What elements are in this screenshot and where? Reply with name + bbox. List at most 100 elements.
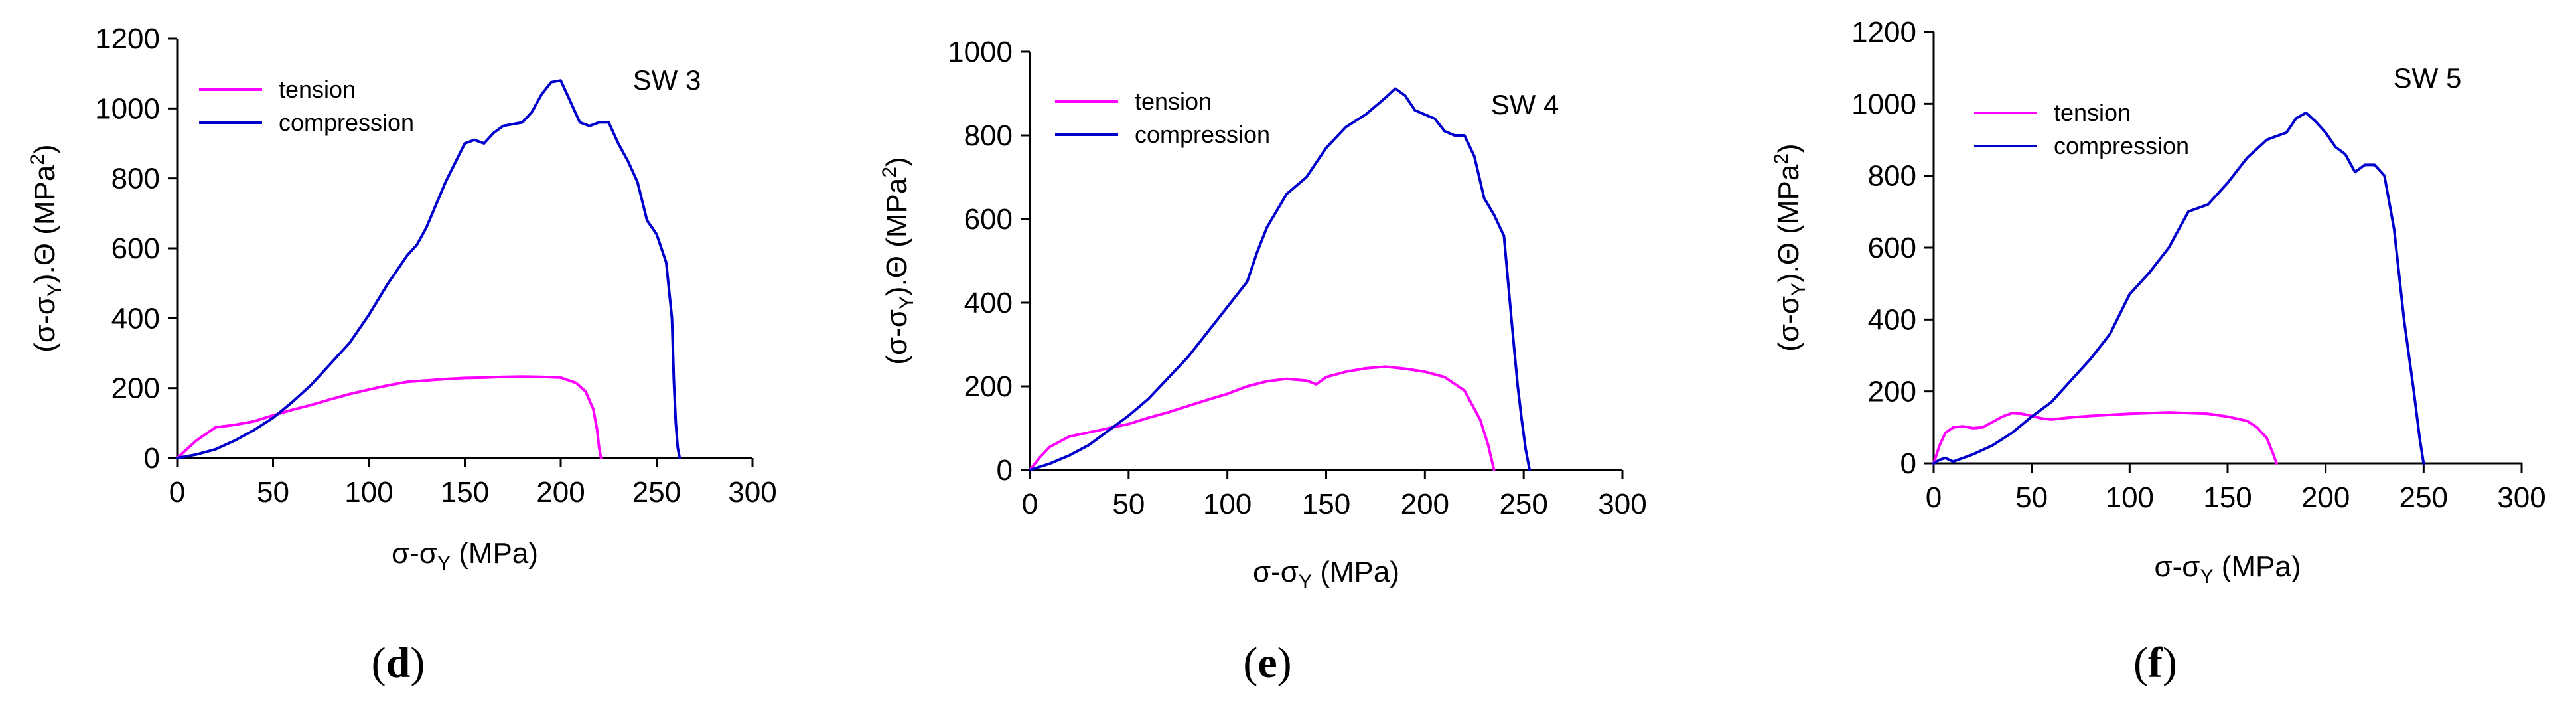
- panel-letter-label: (d): [372, 639, 425, 687]
- y-tick-label: 0: [997, 454, 1013, 487]
- x-tick-label: 0: [1022, 488, 1038, 520]
- y-tick-label: 1000: [948, 36, 1013, 68]
- legend-label-tension: tension: [1135, 88, 1212, 115]
- panel-letter-open: (: [372, 639, 386, 687]
- y-tick-label: 0: [144, 442, 160, 475]
- panel-letter-label: (f): [2133, 639, 2177, 687]
- y-axis-label-mid: ).Θ (MPa: [881, 177, 913, 296]
- chart-panel-e: 0 50 100 150 200 250 300 0 200 400 600 800 1000 tensi…: [879, 36, 1647, 687]
- panel-letter-close: ): [410, 639, 425, 687]
- x-tick-label: 200: [2301, 481, 2350, 514]
- y-tick-label: 400: [1868, 303, 1916, 336]
- y-tick-label: 1200: [95, 23, 160, 55]
- panel-letter-open: (: [1243, 639, 1257, 687]
- y-axis-label-pre: (σ-σ: [29, 297, 61, 353]
- y-tick-label: 600: [964, 203, 1013, 236]
- y-axis-label-sup: 2: [1770, 153, 1792, 165]
- y-tick-label: 600: [111, 232, 160, 265]
- x-axis-label-sub: Y: [1299, 571, 1312, 593]
- series-line-compression: [176, 79, 681, 459]
- x-tick-label: 250: [2399, 481, 2448, 514]
- y-axis-label-pre: (σ-σ: [881, 309, 913, 365]
- y-tick-label: 400: [111, 302, 160, 335]
- x-axis-label: σ-σY (MPa): [2155, 550, 2301, 588]
- series-line-tension: [1029, 365, 1496, 471]
- x-tick-label: 0: [169, 476, 185, 509]
- y-tick-label: 0: [1900, 447, 1916, 480]
- y-axis-label-mid: ).Θ (MPa: [29, 165, 61, 283]
- y-tick-label: 600: [1868, 232, 1916, 264]
- y-axis-label-post: ): [881, 157, 913, 167]
- y-tick-label: 400: [964, 287, 1013, 319]
- x-axis-label: σ-σY (MPa): [392, 537, 538, 574]
- x-axis-label-main: σ-σ: [2155, 550, 2200, 583]
- x-tick-label: 300: [2497, 481, 2545, 514]
- x-axis-label-main: σ-σ: [1253, 556, 1299, 588]
- legend-label-compression: compression: [279, 109, 414, 136]
- y-tick-label: 1200: [1851, 16, 1916, 48]
- x-axis-label-unit: (MPa): [2213, 550, 2301, 583]
- x-tick-label: 250: [632, 476, 681, 509]
- x-tick-label: 100: [1203, 488, 1252, 520]
- series-line-tension: [1932, 411, 2278, 465]
- panel-letter-label: (e): [1243, 639, 1291, 687]
- y-axis-label: (σ-σY).Θ (MPa2): [879, 157, 918, 364]
- y-axis-label-sup: 2: [27, 154, 48, 165]
- y-axis-label-sub: Y: [896, 296, 918, 309]
- x-tick-label: 200: [536, 476, 585, 509]
- x-axis-label-unit: (MPa): [1312, 556, 1399, 588]
- panel-title: SW 3: [633, 64, 701, 96]
- series-line-tension: [176, 375, 603, 459]
- x-tick-label: 0: [1926, 481, 1942, 514]
- panel-letter-open: (: [2133, 639, 2148, 687]
- y-tick-label: 800: [1868, 160, 1916, 193]
- y-axis-label-mid: ).Θ (MPa: [1772, 164, 1805, 283]
- y-axis-label: (σ-σY).Θ (MPa2): [1770, 143, 1810, 351]
- x-tick-label: 150: [1302, 488, 1350, 520]
- y-tick-label: 200: [1868, 376, 1916, 408]
- x-axis-label-unit: (MPa): [451, 537, 538, 570]
- y-tick-label: 800: [111, 163, 160, 195]
- x-tick-label: 50: [1112, 488, 1145, 520]
- legend: tension compression: [199, 76, 414, 136]
- x-tick-label: 50: [2015, 481, 2048, 514]
- y-tick-label: 200: [111, 372, 160, 405]
- x-axis-label-main: σ-σ: [392, 537, 437, 570]
- y-axis-label-post: ): [29, 144, 61, 154]
- x-axis-label-sub: Y: [437, 552, 451, 574]
- legend: tension compression: [1974, 99, 2189, 159]
- chart-panel-f: 0 50 100 150 200 250 300 0 200 400 600 800 1000 1200 t…: [1770, 16, 2546, 687]
- legend-label-tension: tension: [2054, 99, 2131, 126]
- panel-letter: e: [1257, 639, 1277, 687]
- x-tick-label: 100: [2106, 481, 2154, 514]
- y-tick-label: 1000: [95, 92, 160, 125]
- y-tick-label: 800: [964, 119, 1013, 152]
- x-tick-label: 50: [257, 476, 289, 509]
- legend-label-compression: compression: [1135, 121, 1270, 148]
- y-tick-label: 1000: [1851, 88, 1916, 120]
- y-axis-label-post: ): [1772, 143, 1805, 153]
- x-axis-label-sub: Y: [2200, 566, 2213, 588]
- panel-title: SW 4: [1491, 89, 1559, 120]
- y-axis-label-sub: Y: [1788, 283, 1810, 296]
- legend-label-compression: compression: [2054, 132, 2189, 159]
- x-axis-label: σ-σY (MPa): [1253, 556, 1399, 593]
- series-line-compression: [1932, 111, 2425, 465]
- x-tick-label: 200: [1401, 488, 1449, 520]
- panels: 0 50 100 150 200 250 300020040060080010001200t…: [27, 16, 2546, 687]
- panel-letter-close: ): [2163, 639, 2177, 687]
- x-tick-label: 300: [1598, 488, 1646, 520]
- series-line-compression: [1029, 87, 1532, 471]
- y-axis-label: (σ-σY).Θ (MPa2): [27, 144, 66, 352]
- y-axis-label-sub: Y: [44, 283, 66, 297]
- y-axis-label-sup: 2: [879, 167, 900, 178]
- x-tick-label: 150: [2203, 481, 2252, 514]
- panel-letter: f: [2148, 639, 2163, 687]
- x-tick-label: 100: [344, 476, 393, 509]
- x-tick-label: 250: [1499, 488, 1547, 520]
- panel-title: SW 5: [2394, 62, 2462, 94]
- legend-label-tension: tension: [279, 76, 356, 103]
- y-tick-label: 200: [964, 370, 1013, 403]
- x-tick-label: 150: [441, 476, 489, 509]
